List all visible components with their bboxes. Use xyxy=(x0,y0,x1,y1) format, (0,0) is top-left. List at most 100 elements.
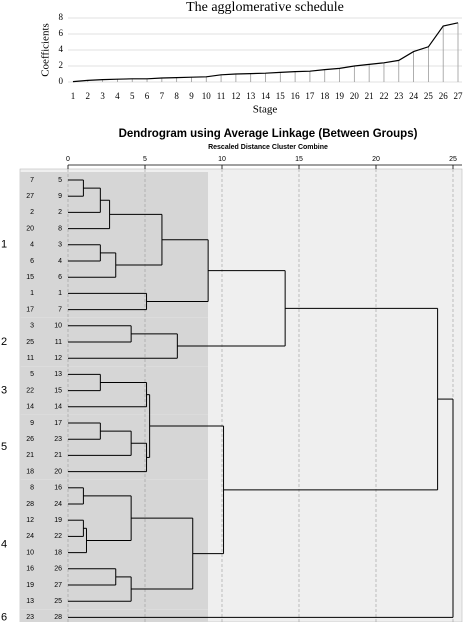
leaf-label: 6 xyxy=(30,258,34,265)
leaf-label: 21 xyxy=(26,452,34,459)
leaf-label: 19 xyxy=(26,582,34,589)
x-tick-label: 20 xyxy=(350,91,360,101)
leaf-case: 12 xyxy=(54,355,62,362)
x-tick-label: 20 xyxy=(372,156,380,163)
leaf-case: 3 xyxy=(58,242,62,249)
y-tick-label: 4 xyxy=(59,44,64,54)
x-tick-label: 19 xyxy=(335,91,345,101)
leaf-case: 13 xyxy=(54,371,62,378)
leaf-case: 1 xyxy=(58,290,62,297)
x-tick-label: 10 xyxy=(202,91,212,101)
cluster-label: 4 xyxy=(1,538,7,550)
leaf-case: 26 xyxy=(54,566,62,573)
x-tick-label: 1 xyxy=(71,91,76,101)
leaf-case: 19 xyxy=(54,517,62,524)
leaf-case: 25 xyxy=(54,598,62,605)
leaf-label: 16 xyxy=(26,566,34,573)
x-tick-label: 9 xyxy=(189,91,194,101)
cluster-shade xyxy=(20,172,208,318)
x-tick-label: 4 xyxy=(115,91,120,101)
y-axis-label: Coefficients xyxy=(40,23,52,77)
x-tick-label: 15 xyxy=(295,156,303,163)
cluster-shade xyxy=(20,415,208,480)
leaf-case: 4 xyxy=(58,258,62,265)
y-tick-label: 2 xyxy=(59,60,64,70)
leaf-case: 6 xyxy=(58,274,62,281)
leaf-case: 16 xyxy=(54,485,62,492)
cluster-shade xyxy=(20,366,208,415)
leaf-label: 28 xyxy=(26,501,34,508)
leaf-case: 23 xyxy=(54,436,62,443)
x-tick-label: 25 xyxy=(424,91,434,101)
leaf-case: 17 xyxy=(54,420,62,427)
leaf-case: 20 xyxy=(54,468,62,475)
leaf-label: 12 xyxy=(26,517,34,524)
leaf-case: 2 xyxy=(58,209,62,216)
x-tick-label: 5 xyxy=(143,156,147,163)
x-tick-label: 17 xyxy=(305,91,315,101)
dendrogram-subtitle: Rescaled Distance Cluster Combine xyxy=(208,144,328,151)
leaf-label: 24 xyxy=(26,533,34,540)
x-tick-label: 25 xyxy=(449,156,457,163)
x-tick-label: 15 xyxy=(276,91,286,101)
x-tick-label: 14 xyxy=(261,91,271,101)
leaf-label: 5 xyxy=(30,371,34,378)
leaf-label: 20 xyxy=(26,225,34,232)
leaf-case: 10 xyxy=(54,323,62,330)
cluster-label: 5 xyxy=(1,441,7,453)
leaf-label: 26 xyxy=(26,436,34,443)
leaf-label: 13 xyxy=(26,598,34,605)
leaf-label: 3 xyxy=(30,323,34,330)
x-tick-label: 26 xyxy=(439,91,449,101)
x-tick-label: 16 xyxy=(291,91,301,101)
x-tick-label: 2 xyxy=(86,91,91,101)
leaf-label: 27 xyxy=(26,193,34,200)
leaf-case: 18 xyxy=(54,549,62,556)
leaf-label: 9 xyxy=(30,420,34,427)
y-tick-label: 0 xyxy=(59,76,64,86)
leaf-case: 8 xyxy=(58,225,62,232)
x-tick-label: 10 xyxy=(218,156,226,163)
x-tick-label: 11 xyxy=(217,91,226,101)
x-tick-label: 13 xyxy=(246,91,256,101)
x-tick-label: 6 xyxy=(145,91,150,101)
x-tick-label: 27 xyxy=(454,91,464,101)
x-axis-label: Stage xyxy=(253,104,278,116)
leaf-label: 17 xyxy=(26,306,34,313)
y-tick-label: 6 xyxy=(59,28,64,38)
leaf-case: 21 xyxy=(54,452,62,459)
leaf-label: 22 xyxy=(26,387,34,394)
x-tick-label: 21 xyxy=(365,91,374,101)
x-tick-label: 24 xyxy=(409,91,419,101)
leaf-case: 14 xyxy=(54,404,62,411)
x-tick-label: 3 xyxy=(100,91,105,101)
cluster-label: 1 xyxy=(1,239,7,251)
x-tick-label: 22 xyxy=(379,91,388,101)
leaf-case: 5 xyxy=(58,177,62,184)
leaf-case: 24 xyxy=(54,501,62,508)
coefficient-line xyxy=(72,22,459,83)
leaf-label: 14 xyxy=(26,404,34,411)
leaf-case: 7 xyxy=(58,306,62,313)
leaf-label: 18 xyxy=(26,468,34,475)
cluster-label: 6 xyxy=(1,611,7,622)
leaf-case: 27 xyxy=(54,582,62,589)
cluster-label: 2 xyxy=(1,336,7,348)
leaf-label: 10 xyxy=(26,549,34,556)
leaf-case: 28 xyxy=(54,614,62,621)
cluster-label: 3 xyxy=(1,385,7,397)
leaf-case: 11 xyxy=(55,339,62,346)
x-tick-label: 5 xyxy=(130,91,135,101)
x-tick-label: 7 xyxy=(160,91,165,101)
y-tick-label: 8 xyxy=(59,12,64,22)
x-tick-label: 23 xyxy=(394,91,404,101)
leaf-label: 11 xyxy=(27,355,34,362)
cluster-shade xyxy=(20,479,208,610)
leaf-label: 25 xyxy=(26,339,34,346)
x-tick-label: 8 xyxy=(174,91,179,101)
leaf-case: 9 xyxy=(58,193,62,200)
leaf-case: 22 xyxy=(54,533,62,540)
leaf-label: 23 xyxy=(26,614,34,621)
leaf-label: 2 xyxy=(30,209,34,216)
